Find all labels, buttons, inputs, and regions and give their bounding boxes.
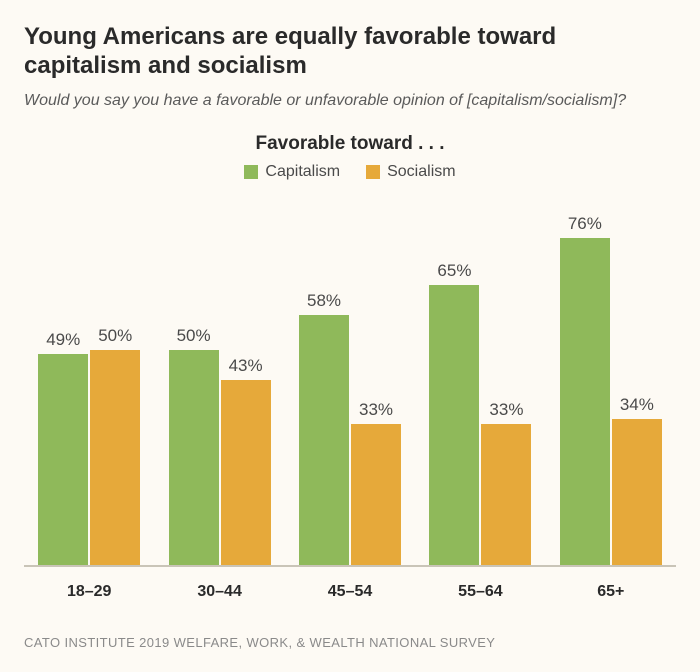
x-axis-label: 45–54 bbox=[285, 583, 415, 601]
bar-pair: 65% 33% bbox=[415, 261, 545, 566]
plot-area: 49% 50% 50% 43% 58% 33% 65% 33% 76% 34% bbox=[24, 199, 676, 567]
chart-subtitle: Would you say you have a favorable or un… bbox=[24, 91, 676, 111]
figure: Young Americans are equally favorable to… bbox=[0, 0, 700, 672]
x-axis-label: 55–64 bbox=[415, 583, 545, 601]
bar-rect bbox=[38, 354, 88, 566]
bar-value-label: 58% bbox=[307, 291, 341, 311]
bar-pair: 58% 33% bbox=[285, 291, 415, 566]
bar: 50% bbox=[169, 326, 219, 566]
chart-title: Young Americans are equally favorable to… bbox=[24, 22, 676, 81]
bar-group: 49% 50% bbox=[24, 199, 154, 567]
legend: Favorable toward . . . Capitalism Sociali… bbox=[24, 133, 676, 181]
legend-label: Capitalism bbox=[265, 163, 340, 181]
legend-item: Capitalism bbox=[244, 163, 340, 181]
source-line: CATO INSTITUTE 2019 WELFARE, WORK, & WEA… bbox=[24, 635, 676, 650]
bar-group: 76% 34% bbox=[546, 199, 676, 567]
bar-value-label: 49% bbox=[46, 330, 80, 350]
x-baseline bbox=[24, 565, 676, 567]
bar: 50% bbox=[90, 326, 140, 566]
bar: 34% bbox=[612, 395, 662, 566]
bar-groups: 49% 50% 50% 43% 58% 33% 65% 33% 76% 34% bbox=[24, 199, 676, 567]
bar-group: 50% 43% bbox=[154, 199, 284, 567]
bar-value-label: 34% bbox=[620, 395, 654, 415]
bar: 33% bbox=[351, 400, 401, 567]
legend-label: Socialism bbox=[387, 163, 455, 181]
bar: 33% bbox=[481, 400, 531, 567]
bar-pair: 50% 43% bbox=[154, 326, 284, 566]
x-axis-label: 30–44 bbox=[154, 583, 284, 601]
bar: 49% bbox=[38, 330, 88, 566]
bar-group: 65% 33% bbox=[415, 199, 545, 567]
bar-rect bbox=[90, 350, 140, 566]
bar-value-label: 50% bbox=[177, 326, 211, 346]
bar-value-label: 43% bbox=[229, 356, 263, 376]
bar: 65% bbox=[429, 261, 479, 566]
bar-rect bbox=[560, 238, 610, 567]
legend-title: Favorable toward . . . bbox=[24, 133, 676, 155]
legend-item: Socialism bbox=[366, 163, 455, 181]
bar-value-label: 33% bbox=[489, 400, 523, 420]
x-axis-label: 65+ bbox=[546, 583, 676, 601]
legend-swatch bbox=[366, 165, 380, 179]
legend-items: Capitalism Socialism bbox=[24, 163, 676, 181]
bar-value-label: 50% bbox=[98, 326, 132, 346]
bar-value-label: 65% bbox=[437, 261, 471, 281]
bar-group: 58% 33% bbox=[285, 199, 415, 567]
bar-pair: 49% 50% bbox=[24, 326, 154, 566]
bar-value-label: 33% bbox=[359, 400, 393, 420]
bar-rect bbox=[612, 419, 662, 566]
bar-pair: 76% 34% bbox=[546, 214, 676, 567]
x-axis-label: 18–29 bbox=[24, 583, 154, 601]
bar-rect bbox=[429, 285, 479, 566]
x-axis-labels: 18–2930–4445–5455–6465+ bbox=[24, 583, 676, 601]
bar: 76% bbox=[560, 214, 610, 567]
bar-rect bbox=[299, 315, 349, 566]
bar-rect bbox=[351, 424, 401, 567]
bar: 58% bbox=[299, 291, 349, 566]
bar-rect bbox=[169, 350, 219, 566]
bar-rect bbox=[481, 424, 531, 567]
bar: 43% bbox=[221, 356, 271, 566]
bar-value-label: 76% bbox=[568, 214, 602, 234]
bar-rect bbox=[221, 380, 271, 566]
legend-swatch bbox=[244, 165, 258, 179]
